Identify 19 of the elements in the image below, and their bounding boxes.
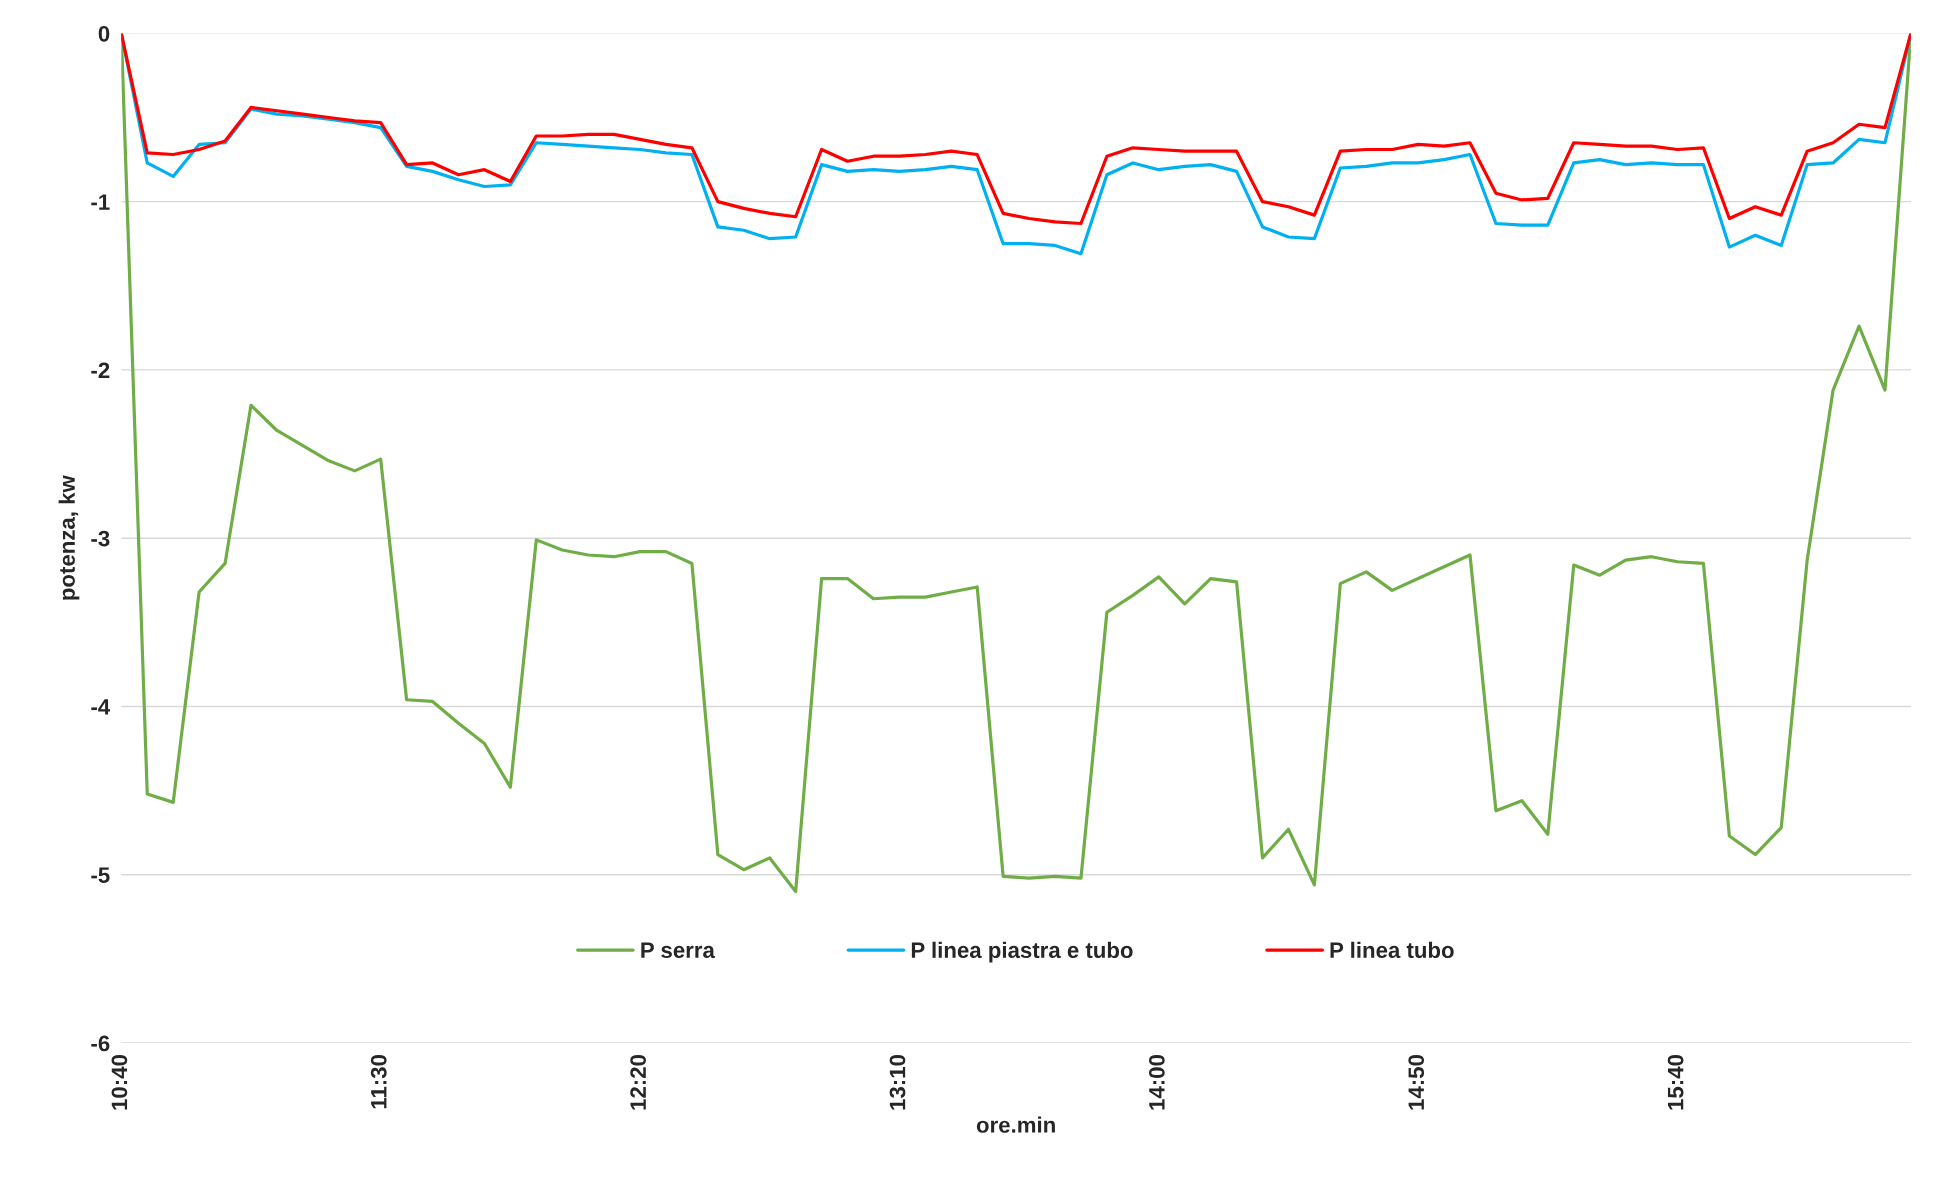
x-axis-title: ore.min xyxy=(976,1116,1055,1133)
y-tick-label: -1 xyxy=(91,194,110,210)
x-tick-label: 13:10 xyxy=(889,1055,906,1110)
x-tick-label: 14:00 xyxy=(1148,1055,1165,1110)
x-tick-label: 10:40 xyxy=(111,1055,128,1110)
y-tick-label: -6 xyxy=(91,1035,110,1052)
x-tick-label: 15:40 xyxy=(1667,1055,1684,1110)
y-tick-label: 0 xyxy=(98,25,110,42)
legend-label: P linea tubo xyxy=(1330,941,1454,959)
y-tick-label: -3 xyxy=(91,530,110,547)
y-tick-label: -5 xyxy=(91,867,110,883)
y-tick-label: -2 xyxy=(91,362,110,378)
x-tick-label: 14:50 xyxy=(1408,1055,1425,1110)
x-tick-label: 12:20 xyxy=(630,1055,646,1110)
legend-label: P linea piastra e tubo xyxy=(911,941,1133,963)
legend-label: P serra xyxy=(641,942,715,959)
y-axis-title: potenza, kw xyxy=(58,475,80,600)
x-tick-label: 11:30 xyxy=(370,1055,387,1109)
y-tick-label: -4 xyxy=(91,699,111,715)
